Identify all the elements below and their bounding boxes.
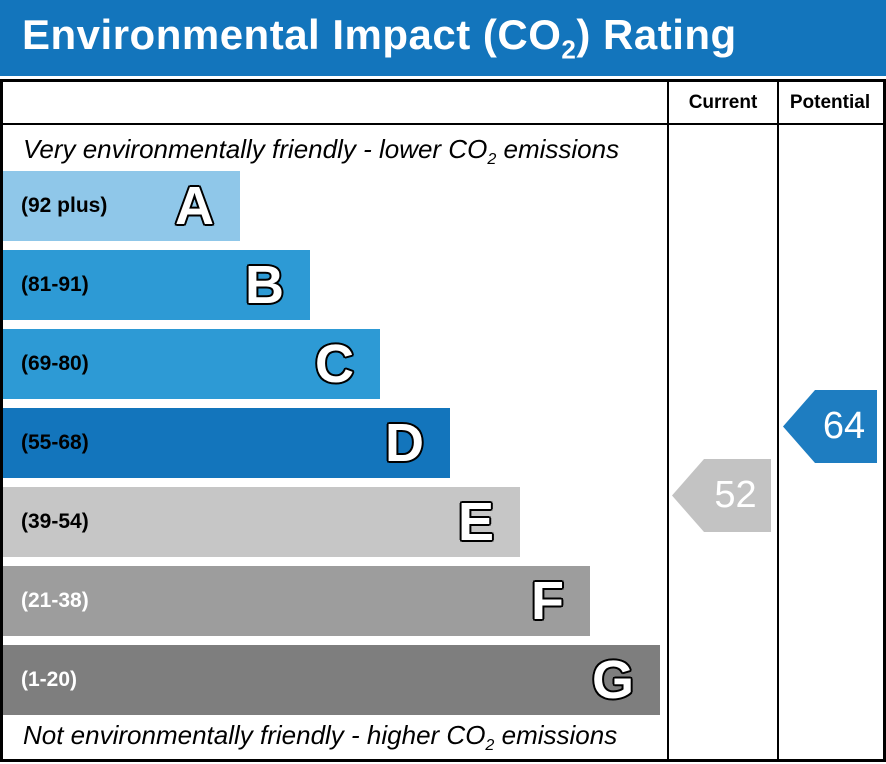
band-letter: F	[530, 571, 566, 631]
band-letter: G	[591, 650, 636, 710]
band-range-label: (92 plus)	[21, 194, 108, 217]
rating-table: Current Potential Very environmentally f…	[0, 79, 886, 762]
band-range-label: (69-80)	[21, 352, 89, 375]
band-range-label: (81-91)	[21, 273, 89, 296]
band-range-label: (55-68)	[21, 431, 89, 454]
band-row-f: (21-38) F	[3, 566, 590, 636]
current-rating-arrow-value: 52	[714, 474, 757, 516]
header-row-divider	[3, 123, 883, 125]
current-rating-arrow: 52	[672, 459, 771, 532]
potential-column-header: Potential	[789, 92, 871, 113]
chart-title-bar: Environmental Impact (CO2) Rating	[0, 0, 886, 76]
current-column-divider	[667, 82, 669, 759]
band-letter: D	[384, 413, 426, 473]
top-note: Very environmentally friendly - lower CO…	[23, 134, 620, 169]
bottom-note: Not environmentally friendly - higher CO…	[23, 720, 618, 755]
band-range-label: (1-20)	[21, 668, 78, 691]
potential-rating-arrow: 64	[783, 390, 877, 463]
page-title: Environmental Impact (CO2) Rating	[22, 10, 737, 65]
band-row-d: (55-68) D	[3, 408, 450, 478]
band-row-b: (81-91) B	[3, 250, 310, 320]
potential-column-divider	[777, 82, 779, 759]
band-row-c: (69-80) C	[3, 329, 380, 399]
band-letter: B	[244, 255, 286, 315]
band-letter: E	[457, 492, 496, 552]
current-column-header: Current	[688, 92, 758, 113]
bottom-note-co2-subscript: 2	[485, 736, 495, 755]
potential-rating-arrow-value: 64	[822, 405, 866, 447]
band-row-e: (39-54) E	[3, 487, 520, 557]
band-letter: A	[174, 176, 216, 236]
top-note-co2-subscript: 2	[487, 150, 497, 169]
band-row-a: (92 plus) A	[3, 171, 240, 241]
band-row-g: (1-20) G	[3, 645, 660, 715]
title-co2-subscript: 2	[561, 34, 577, 65]
band-letter: C	[314, 334, 356, 394]
band-range-label: (39-54)	[21, 510, 89, 533]
band-range-label: (21-38)	[21, 589, 89, 612]
